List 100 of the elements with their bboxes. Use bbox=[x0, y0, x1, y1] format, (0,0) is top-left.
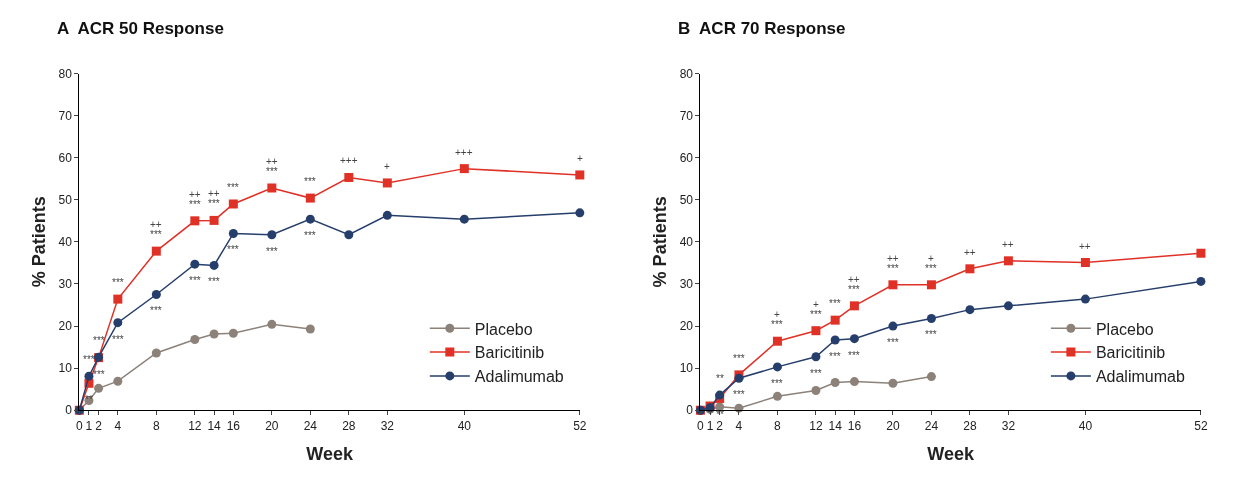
x-tick-label: 0 bbox=[697, 418, 705, 433]
legend-label: Baricitinib bbox=[1095, 344, 1166, 362]
x-tick-label: 1 bbox=[706, 418, 714, 433]
y-axis-title: % Patients bbox=[28, 196, 49, 288]
annotation: *** bbox=[887, 337, 899, 348]
annotation: *** bbox=[771, 319, 783, 330]
y-tick-label: 0 bbox=[65, 403, 73, 418]
x-tick-label: 8 bbox=[152, 418, 160, 433]
y-tick-label: 0 bbox=[686, 403, 694, 418]
x-tick-label: 0 bbox=[75, 418, 83, 433]
x-tick-label: 8 bbox=[774, 418, 782, 433]
x-tick-label: 1 bbox=[85, 418, 93, 433]
x-axis-title: Week bbox=[306, 443, 354, 464]
y-tick-label: 10 bbox=[58, 361, 73, 376]
x-tick-label: 14 bbox=[828, 418, 843, 433]
annotation: *** bbox=[848, 284, 860, 295]
annotation: *** bbox=[112, 277, 124, 288]
x-tick-label: 24 bbox=[303, 418, 318, 433]
annotation: + bbox=[384, 161, 390, 172]
legend-label: Adalimumab bbox=[474, 368, 564, 386]
annotation: *** bbox=[925, 263, 937, 274]
annotation: ++ bbox=[266, 156, 278, 167]
x-tick-label: 4 bbox=[114, 418, 122, 433]
legend-label: Baricitinib bbox=[474, 344, 545, 362]
annotation: *** bbox=[304, 176, 316, 187]
annotation: *** bbox=[829, 351, 841, 362]
y-tick-label: 50 bbox=[679, 192, 694, 207]
x-tick-label: 32 bbox=[380, 418, 395, 433]
annotation: ** bbox=[716, 373, 724, 384]
annotation: *** bbox=[887, 263, 899, 274]
annotation: *** bbox=[829, 298, 841, 309]
x-tick-label: 16 bbox=[847, 418, 862, 433]
x-tick-label: 2 bbox=[716, 418, 724, 433]
y-tick-label: 40 bbox=[679, 235, 694, 250]
y-tick-label: 20 bbox=[679, 319, 694, 334]
x-tick-label: 16 bbox=[226, 418, 241, 433]
x-tick-label: 4 bbox=[735, 418, 743, 433]
annotation: *** bbox=[93, 335, 105, 346]
chart-title: B ACR 70 Response bbox=[678, 19, 846, 38]
annotation: *** bbox=[208, 276, 220, 287]
y-tick-label: 30 bbox=[679, 277, 694, 292]
legend-label: Placebo bbox=[474, 320, 533, 338]
x-tick-label: 12 bbox=[809, 418, 823, 433]
legend-label: Adalimumab bbox=[1095, 368, 1185, 386]
y-tick-label: 30 bbox=[58, 277, 73, 292]
annotation: *** bbox=[733, 353, 745, 364]
annotation: *** bbox=[227, 244, 239, 255]
annotation: ++ bbox=[964, 247, 976, 258]
annotation: ++ bbox=[1002, 239, 1014, 250]
y-tick-label: 10 bbox=[679, 361, 694, 376]
y-tick-label: 80 bbox=[679, 66, 694, 81]
y-tick-label: 20 bbox=[58, 319, 73, 334]
x-tick-label: 24 bbox=[924, 418, 939, 433]
x-tick-label: 28 bbox=[342, 418, 356, 433]
y-tick-label: 40 bbox=[58, 235, 73, 250]
x-tick-label: 20 bbox=[265, 418, 279, 433]
annotation: *** bbox=[189, 275, 201, 286]
x-tick-label: 2 bbox=[95, 418, 103, 433]
annotation: *** bbox=[266, 246, 278, 257]
annotation: ++ bbox=[887, 253, 899, 264]
annotation: +++ bbox=[340, 155, 358, 166]
x-tick-label: 32 bbox=[1001, 418, 1016, 433]
x-tick-label: 52 bbox=[573, 418, 587, 433]
x-axis-title: Week bbox=[927, 443, 975, 464]
annotation: + bbox=[928, 253, 934, 264]
x-tick-label: 40 bbox=[457, 418, 472, 433]
annotation: *** bbox=[83, 354, 95, 365]
x-tick-label: 14 bbox=[207, 418, 222, 433]
annotation: *** bbox=[304, 230, 316, 241]
x-tick-label: 12 bbox=[188, 418, 202, 433]
annotation: *** bbox=[208, 198, 220, 209]
y-axis-title: % Patients bbox=[649, 196, 670, 288]
x-tick-label: 28 bbox=[963, 418, 977, 433]
y-tick-label: 60 bbox=[679, 150, 694, 165]
y-tick-label: 50 bbox=[58, 192, 73, 207]
annotation: *** bbox=[733, 389, 745, 400]
annotation: *** bbox=[771, 378, 783, 389]
chart-title: A ACR 50 Response bbox=[57, 19, 224, 38]
annotation: *** bbox=[189, 199, 201, 210]
annotation: *** bbox=[150, 229, 162, 240]
annotation: *** bbox=[112, 334, 124, 345]
legend-label: Placebo bbox=[1095, 320, 1154, 338]
annotation: *** bbox=[150, 305, 162, 316]
y-tick-label: 80 bbox=[58, 66, 73, 81]
y-tick-label: 70 bbox=[679, 108, 694, 123]
annotation: ++ bbox=[189, 189, 201, 200]
annotation: *** bbox=[925, 329, 937, 340]
y-tick-label: 60 bbox=[58, 150, 73, 165]
y-tick-label: 70 bbox=[58, 108, 73, 123]
annotation: *** bbox=[810, 368, 822, 379]
annotation: +++ bbox=[455, 147, 473, 158]
annotation: *** bbox=[848, 350, 860, 361]
annotation: ++ bbox=[1079, 241, 1091, 252]
annotation: + bbox=[813, 299, 819, 310]
x-tick-label: 40 bbox=[1078, 418, 1093, 433]
annotation: ++ bbox=[208, 188, 220, 199]
x-tick-label: 20 bbox=[886, 418, 900, 433]
annotation: *** bbox=[810, 309, 822, 320]
annotation: *** bbox=[93, 369, 105, 380]
annotation: + bbox=[774, 309, 780, 320]
